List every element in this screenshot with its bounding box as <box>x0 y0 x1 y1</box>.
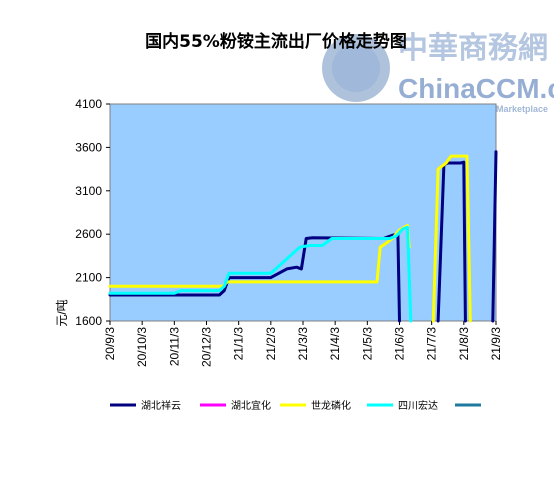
legend-label: 四川宏达 <box>398 399 438 412</box>
x-tick-label: 20/12/3 <box>200 327 214 367</box>
x-tick-label: 21/3/3 <box>296 327 310 361</box>
x-tick-label: 21/8/3 <box>457 327 471 361</box>
legend-label: 湖北祥云 <box>141 399 181 412</box>
x-tick-label: 21/6/3 <box>393 327 407 361</box>
x-tick-label: 21/4/3 <box>328 327 342 361</box>
x-tick-label: 20/10/3 <box>135 327 149 367</box>
watermark: 中華商務網 ChinaCCM.com Marketplace <box>322 31 554 114</box>
legend-label: 湖北宜化 <box>231 399 271 412</box>
x-axis: 20/9/3 20/10/3 20/11/3 20/12/3 21/1/3 21/2/3 2… <box>103 321 503 367</box>
legend-label: 世龙磷化 <box>311 399 351 412</box>
x-tick-label: 20/11/3 <box>167 327 181 366</box>
x-tick-label: 20/9/3 <box>103 327 117 361</box>
series-line <box>491 150 498 323</box>
watermark-sub: Marketplace <box>496 104 548 114</box>
watermark-en: ChinaCCM.com <box>398 73 554 104</box>
x-tick-label: 21/5/3 <box>360 327 374 361</box>
y-tick-label: 3600 <box>75 140 102 154</box>
y-axis: 1600 2100 2600 3100 3600 4100 <box>75 97 110 328</box>
y-axis-label: 元/吨 <box>55 299 69 326</box>
chart-title: 国内55%粉铵主流出厂价格走势图 <box>145 31 407 52</box>
y-tick-label: 1600 <box>75 314 102 328</box>
series-line <box>431 154 472 323</box>
x-tick-label: 21/9/3 <box>489 327 503 361</box>
watermark-cn: 中華商務網 <box>398 31 548 65</box>
y-tick-label: 3100 <box>75 184 102 198</box>
x-tick-label: 21/7/3 <box>425 327 439 361</box>
watermark-globe-inner <box>332 44 380 92</box>
y-tick-label: 4100 <box>75 97 102 111</box>
x-tick-label: 21/1/3 <box>232 327 246 361</box>
y-tick-label: 2600 <box>75 227 102 241</box>
series-line <box>108 225 413 323</box>
y-tick-label: 2100 <box>75 271 102 285</box>
series-lines <box>108 150 498 323</box>
x-tick-label: 21/2/3 <box>264 327 278 361</box>
series-line <box>436 160 467 323</box>
legend: 湖北祥云 湖北宜化 世龙磷化 四川宏达 <box>110 399 481 412</box>
series-line <box>108 232 401 323</box>
